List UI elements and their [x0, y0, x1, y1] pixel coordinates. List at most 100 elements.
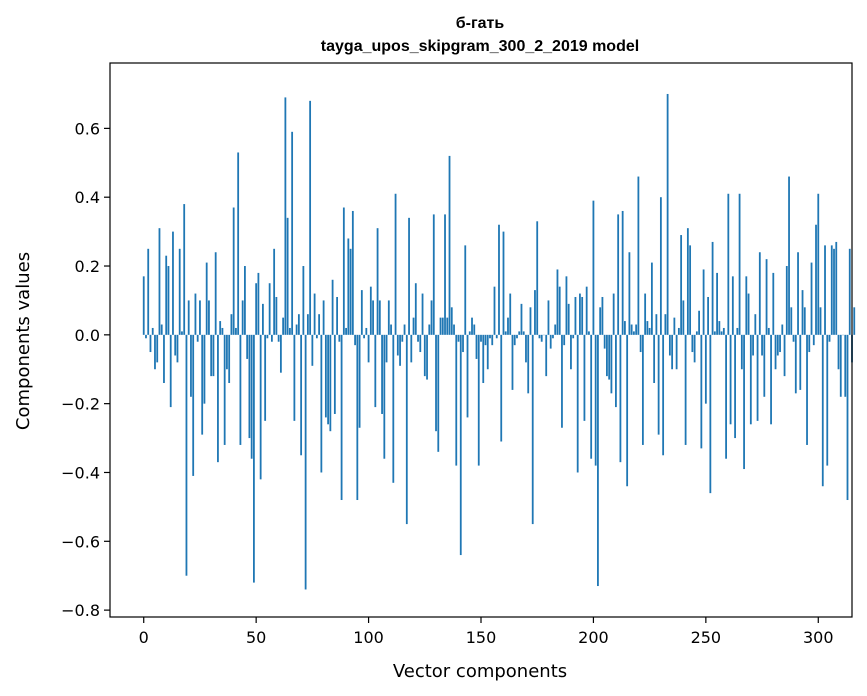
bar — [529, 307, 532, 335]
bar — [172, 231, 174, 335]
bar — [482, 334, 485, 384]
bar — [675, 334, 678, 370]
bar — [403, 324, 406, 335]
bar — [673, 317, 676, 335]
bar — [752, 334, 754, 356]
y-axis-label: Components values — [13, 252, 34, 430]
bar — [468, 331, 471, 335]
bar — [648, 327, 651, 335]
bar — [241, 300, 244, 335]
bar — [387, 300, 390, 335]
bar — [405, 334, 408, 525]
bar — [223, 334, 226, 445]
bar — [558, 286, 561, 335]
bar — [154, 334, 156, 370]
bar — [756, 334, 759, 421]
bar — [826, 334, 829, 466]
bar — [367, 334, 370, 363]
bar — [257, 272, 260, 335]
bar — [358, 334, 361, 428]
bar — [279, 334, 282, 373]
bar — [441, 317, 444, 335]
y-tick-label: −0.4 — [61, 463, 100, 482]
bar — [738, 193, 741, 335]
bar — [597, 334, 599, 587]
bar — [450, 307, 453, 335]
bar — [428, 324, 431, 335]
bar — [255, 283, 258, 335]
bar — [509, 293, 512, 335]
bar — [585, 286, 588, 335]
bar — [594, 334, 597, 466]
bar — [540, 334, 543, 342]
bar — [480, 334, 482, 342]
bar — [374, 334, 377, 408]
bar — [677, 327, 680, 335]
bar — [624, 321, 626, 335]
bar — [637, 176, 640, 335]
bar — [284, 97, 287, 335]
bar — [401, 334, 404, 342]
bar — [410, 334, 413, 363]
bar — [668, 334, 671, 356]
bar — [547, 300, 550, 335]
bar — [270, 334, 273, 342]
bar — [324, 334, 327, 418]
bar — [599, 307, 602, 335]
bar — [549, 334, 552, 349]
x-axis-label: Vector components — [393, 661, 567, 682]
bar — [145, 334, 147, 339]
bar — [650, 262, 653, 335]
bar — [421, 293, 424, 335]
bar — [835, 241, 838, 335]
bar — [394, 193, 397, 335]
bar — [444, 214, 446, 335]
bar — [801, 290, 804, 335]
bar — [230, 314, 233, 335]
bar — [619, 334, 622, 463]
bar — [244, 266, 246, 335]
bar — [169, 334, 172, 408]
bar — [336, 296, 338, 335]
bar — [462, 334, 464, 353]
bar — [464, 245, 467, 335]
y-tick-label: 0.6 — [75, 119, 100, 138]
bar — [538, 334, 541, 339]
bar — [767, 327, 770, 335]
bar — [439, 317, 442, 335]
bar — [621, 210, 624, 335]
x-tick-label: 150 — [466, 628, 497, 647]
bar — [273, 248, 276, 335]
bar — [644, 293, 647, 335]
bar — [419, 334, 422, 353]
bar — [248, 334, 251, 439]
bar — [774, 334, 777, 370]
bar — [799, 334, 802, 390]
bar — [309, 100, 312, 335]
bar — [783, 334, 786, 377]
bar — [228, 334, 231, 384]
bar — [518, 331, 521, 335]
bar — [635, 324, 638, 335]
bar — [844, 334, 847, 397]
bar — [617, 214, 620, 335]
bar — [235, 327, 237, 335]
bar — [372, 300, 374, 335]
bar — [536, 221, 539, 335]
bar — [570, 334, 572, 370]
bar — [253, 334, 255, 583]
x-tick-label: 100 — [353, 628, 384, 647]
bar — [493, 286, 496, 335]
bar — [286, 217, 289, 335]
bar — [446, 317, 449, 335]
bar — [516, 334, 518, 339]
bar — [817, 193, 820, 335]
bar — [196, 334, 199, 342]
x-tick-label: 0 — [139, 628, 149, 647]
bar — [803, 307, 806, 335]
bar — [603, 334, 606, 349]
bar — [338, 334, 341, 342]
bar — [747, 293, 750, 335]
bar — [156, 334, 159, 363]
bar — [430, 300, 433, 335]
